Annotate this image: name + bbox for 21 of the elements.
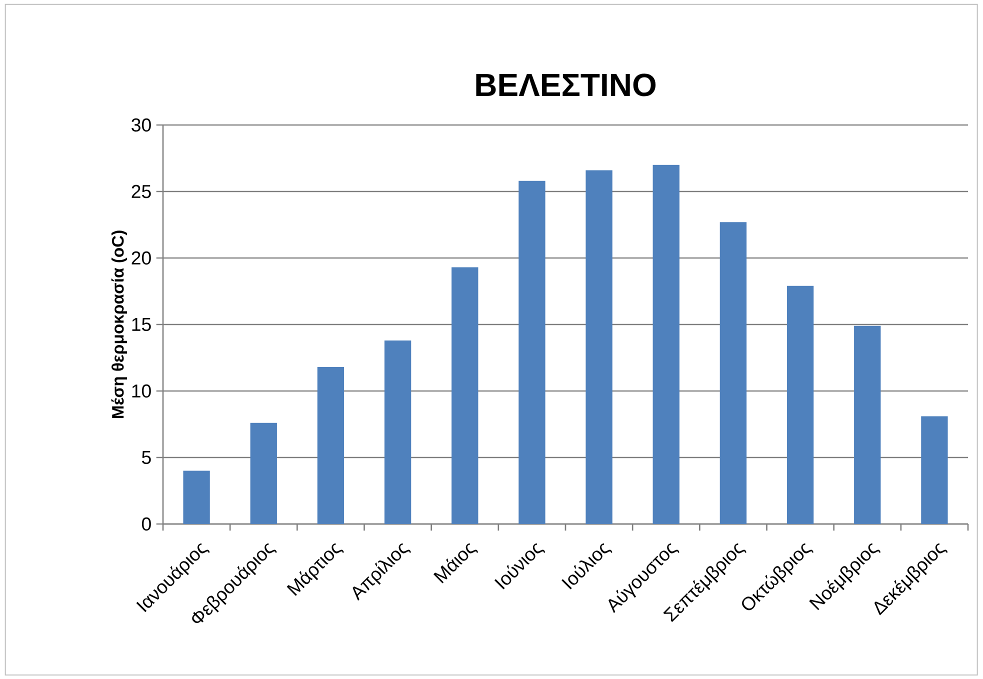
y-tick-label: 20 — [132, 251, 151, 265]
bar — [586, 170, 612, 524]
y-tick-label: 0 — [142, 517, 151, 531]
y-axis-title: Μέση θερμοκρασία (oC) — [111, 230, 128, 418]
bar — [518, 180, 546, 524]
y-tick-label: 25 — [132, 184, 151, 198]
bar — [452, 267, 478, 524]
bar — [854, 326, 881, 524]
bar — [652, 164, 680, 524]
bar — [250, 422, 277, 524]
bar — [921, 416, 948, 524]
y-tick-label: 5 — [142, 450, 151, 464]
bar — [183, 470, 210, 524]
y-tick-label: 15 — [132, 318, 151, 332]
bar — [720, 222, 747, 524]
bar — [384, 340, 412, 524]
y-tick-label: 10 — [132, 384, 151, 398]
chart-title: ΒΕΛΕΣΤΙΝΟ — [476, 74, 656, 96]
bar — [786, 286, 814, 524]
bar — [317, 367, 344, 524]
y-tick-label: 30 — [132, 118, 151, 132]
